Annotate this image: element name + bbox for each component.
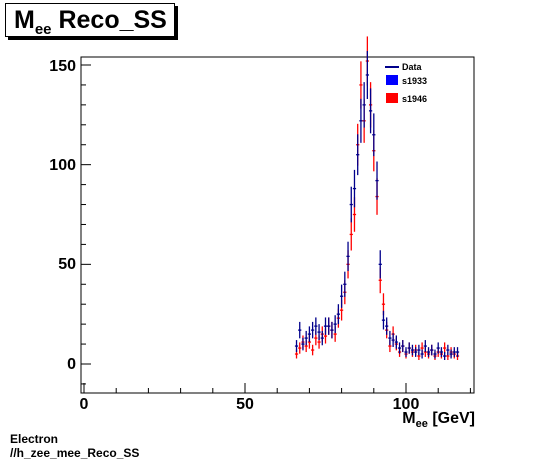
s1933-point	[397, 342, 402, 354]
s1933-point	[452, 347, 456, 357]
data-points	[294, 36, 460, 361]
footer-histogram-path: //h_zee_mee_Reco_SS	[10, 446, 140, 460]
s1933-point	[436, 342, 440, 354]
s1933-point	[426, 347, 431, 357]
s1933-point	[446, 344, 450, 356]
s1933-point	[307, 326, 311, 342]
s1933-point	[430, 344, 434, 356]
s1933-point	[385, 317, 389, 335]
histogram-title-box: Mee Reco_SS	[5, 3, 175, 38]
s1933-point	[372, 113, 376, 157]
s1933-point	[388, 330, 392, 346]
footer-collection: Electron	[10, 432, 59, 446]
s1933-point	[314, 317, 318, 335]
s1933-point	[391, 333, 395, 347]
s1933-point	[340, 284, 344, 308]
s1933-point	[327, 317, 331, 335]
s1933-point	[365, 50, 369, 99]
s1933-point	[401, 340, 405, 353]
x-axis-label: Mee [GeV]	[402, 410, 475, 430]
s1933-point	[378, 250, 382, 279]
plot-frame	[80, 56, 475, 394]
y-tick-label: 0	[67, 356, 76, 373]
footer-note: Electron //h_zee_mee_Reco_SS	[10, 432, 139, 460]
s1933-point	[333, 315, 337, 334]
s1933-point	[433, 349, 437, 359]
s1933-point	[356, 134, 360, 176]
s1933-point	[439, 347, 444, 357]
s1933-point	[407, 342, 411, 354]
s1933-point	[420, 349, 424, 359]
x-tick-label: 100	[393, 396, 420, 413]
s1933-point	[294, 340, 299, 353]
s1933-point	[352, 169, 357, 208]
s1933-point	[301, 337, 305, 351]
s1933-point	[417, 344, 421, 356]
x-tick-label: 0	[80, 396, 89, 413]
s1933-point	[323, 317, 328, 335]
s1933-point	[443, 352, 447, 361]
legend-s1946-box	[386, 93, 398, 103]
s1933-point	[317, 324, 321, 341]
s1933-point	[449, 349, 453, 359]
s1933-point	[404, 347, 408, 357]
s1933-point	[414, 347, 418, 357]
axis-ticks	[81, 64, 471, 393]
s1933-point	[346, 241, 350, 272]
s1946-point	[311, 344, 315, 356]
s1933-point	[311, 321, 315, 339]
s1946-point	[443, 342, 447, 354]
s1933-point	[336, 304, 340, 325]
s1933-point	[298, 321, 302, 339]
y-tick-label: 50	[58, 256, 76, 273]
s1933-point	[368, 88, 373, 134]
legend-s1933-label: s1933	[402, 76, 427, 86]
s1933-point	[304, 330, 308, 346]
legend-s1933-box	[386, 75, 398, 85]
s1946-point	[298, 342, 302, 354]
s1933-point	[455, 347, 460, 357]
histogram-title: Mee Reco_SS	[14, 6, 167, 38]
s1933-point	[375, 161, 379, 200]
legend-data-label: Data	[402, 62, 423, 72]
s1933-point	[410, 344, 415, 356]
legend-s1946-label: s1946	[402, 94, 427, 104]
x-tick-label: 50	[236, 396, 254, 413]
s1933-point	[381, 310, 386, 330]
y-tick-label: 100	[49, 157, 76, 174]
s1933-point	[343, 271, 347, 297]
s1933-point	[320, 330, 324, 346]
s1933-point	[330, 321, 334, 339]
s1946-point	[349, 218, 353, 251]
s1933-point	[362, 82, 366, 128]
s1933-point	[394, 335, 398, 349]
legend: Data s1933 s1946	[385, 62, 427, 104]
s1933-point	[349, 186, 353, 223]
y-tick-label: 150	[49, 58, 76, 75]
s1933-point	[359, 98, 363, 143]
s1933-point	[423, 340, 427, 353]
